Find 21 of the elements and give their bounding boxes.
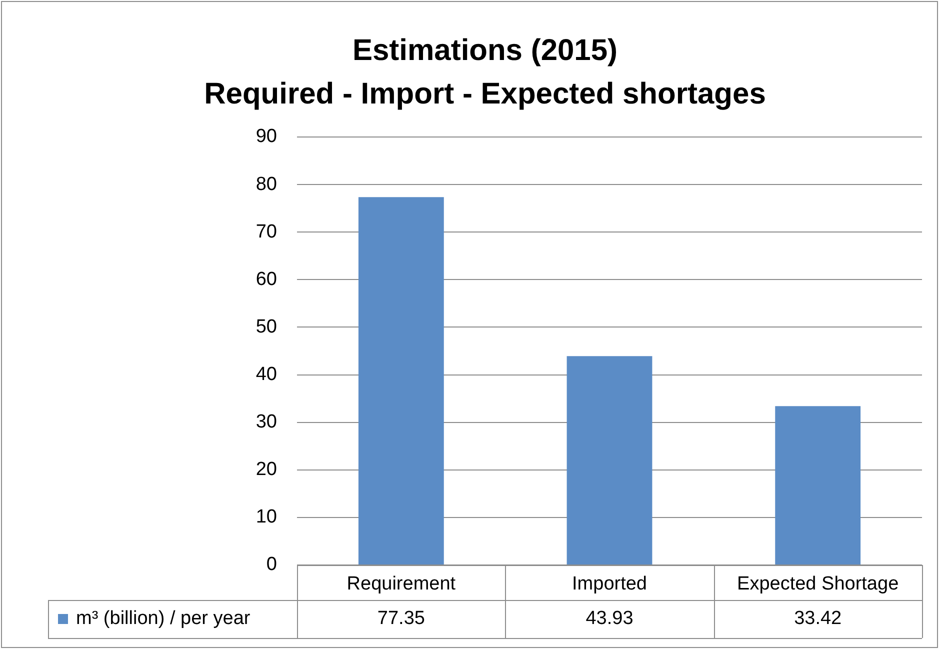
- y-tick-label: 40: [256, 364, 277, 386]
- y-tick-label: 10: [256, 506, 277, 528]
- chart-title: Estimations (2015) Required - Import - Expected shortages: [204, 34, 766, 111]
- legend-label: m³ (billion) / per year: [76, 608, 250, 630]
- x-tick-label: Expected Shortage: [737, 574, 899, 595]
- y-tick-label: 50: [256, 316, 277, 338]
- bar: [358, 197, 444, 564]
- x-tick-label: Requirement: [346, 574, 456, 595]
- y-tick-label: 70: [256, 221, 277, 242]
- x-tick-label: Imported: [572, 574, 647, 595]
- data-label: 77.35: [377, 608, 425, 630]
- data-label: 43.93: [586, 608, 634, 630]
- y-tick-label: 90: [256, 126, 277, 148]
- y-tick-label: 80: [256, 174, 277, 195]
- data-label: 33.42: [794, 608, 842, 630]
- y-tick-label: 30: [256, 412, 277, 433]
- y-tick-label: 0: [266, 554, 277, 576]
- y-tick-label: 20: [256, 459, 277, 480]
- y-tick-label: 60: [256, 268, 277, 290]
- bar: [566, 356, 652, 564]
- bar: [775, 406, 861, 564]
